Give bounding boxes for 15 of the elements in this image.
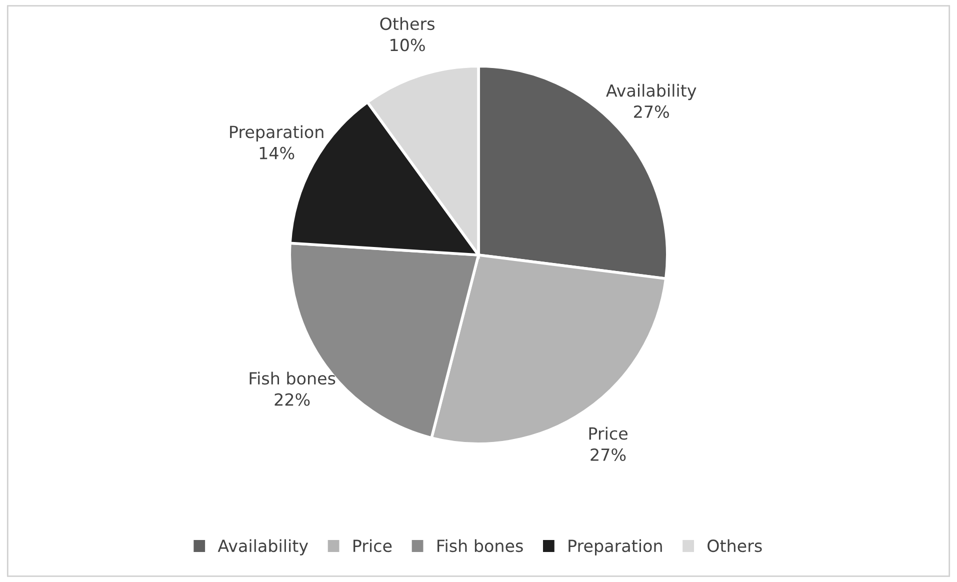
slice-label: Others [380,17,434,30]
legend-label: Others [708,539,762,552]
legend-label: Preparation [568,539,662,556]
data-label: 14% [260,146,294,160]
data-label: 10% [390,38,425,52]
legend-label: Price [354,539,392,552]
slice-label: Preparation [230,125,324,142]
slice-label: Fish bones [250,372,336,385]
legend-label: Availability [218,539,308,556]
data-label: 27% [634,105,669,118]
legend-label: Fish bones [438,539,523,552]
slice-label: Availability [606,84,696,100]
data-label: 22% [274,393,310,406]
slice-label: Price [589,426,628,440]
data-label: 27% [590,448,626,461]
